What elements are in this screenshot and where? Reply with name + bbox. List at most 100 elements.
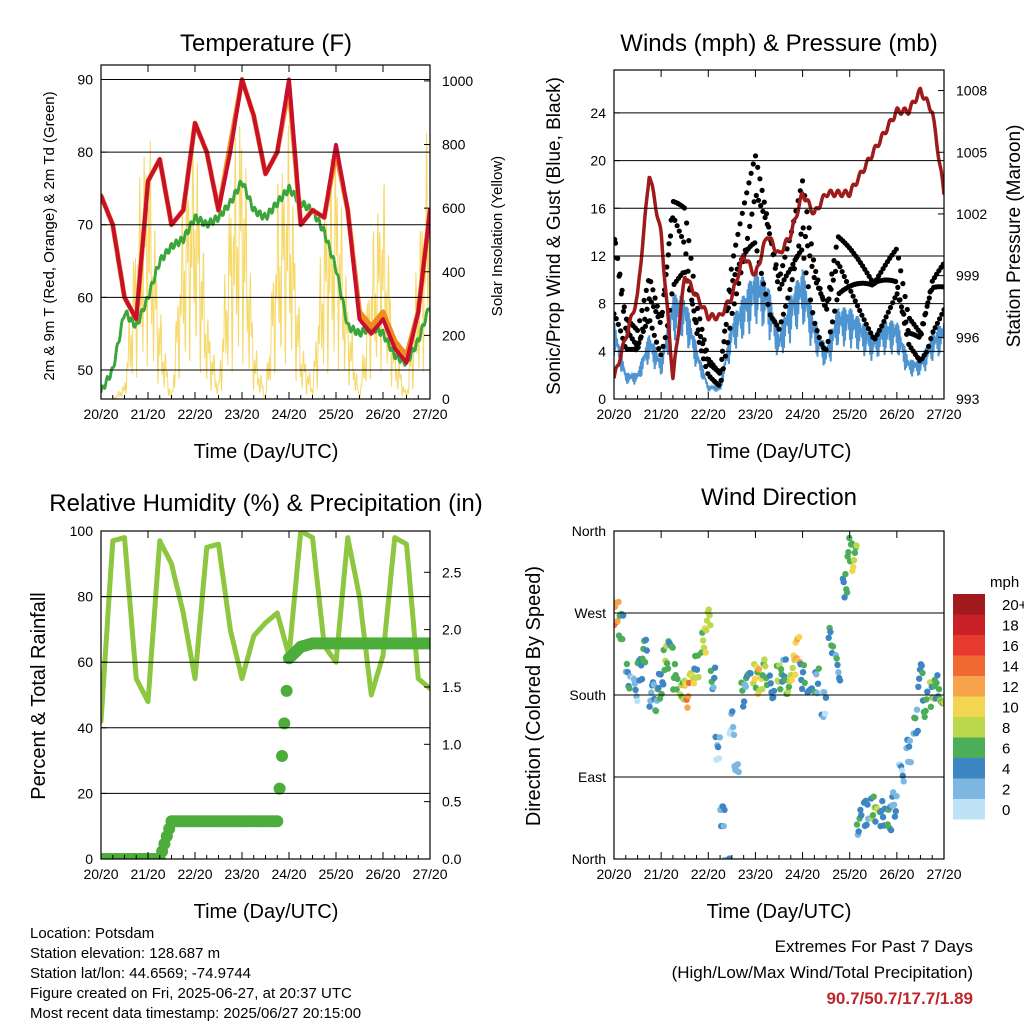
gust-point <box>689 297 695 303</box>
temperature-ytick-right-label: 200 <box>442 327 466 343</box>
direction-point <box>813 671 820 678</box>
gust-point <box>829 319 836 325</box>
gust-point <box>752 240 758 246</box>
gust-point <box>885 309 891 315</box>
gust-point <box>780 263 786 269</box>
winds-ytick-right-label: 999 <box>956 268 980 284</box>
direction-point <box>724 859 730 865</box>
gust-point <box>753 192 759 199</box>
direction-point <box>623 660 631 668</box>
winds-xtick-label: 23/20 <box>738 406 773 422</box>
humidity-ytick-label: 40 <box>77 720 93 736</box>
gust-point <box>647 318 653 324</box>
gust-point <box>820 296 826 302</box>
winds-xtick-label: 24/20 <box>785 406 820 422</box>
winds-ytick-label: 0 <box>598 391 606 407</box>
gust-point <box>810 257 817 263</box>
gust-point <box>831 258 837 264</box>
humidity-ytick-right-label: 1.0 <box>442 736 462 752</box>
direction-point <box>767 680 774 687</box>
direction-xtick-label: 26/20 <box>879 866 914 882</box>
winds-xtick-label: 25/20 <box>832 406 867 422</box>
direction-point <box>821 710 829 717</box>
direction-point <box>641 659 649 666</box>
direction-point <box>685 693 692 700</box>
gust-point <box>808 241 814 247</box>
speed-legend: mph 20+ 18 16 14 12 10 8 6 4 2 0 <box>953 574 1024 820</box>
humidity-xtick-label: 22/20 <box>177 866 212 882</box>
direction-point <box>669 644 676 651</box>
direction-point <box>840 578 847 586</box>
gust-point <box>818 341 825 347</box>
gust-point <box>934 320 941 326</box>
gust-point <box>757 176 763 182</box>
direction-point <box>863 821 870 828</box>
gust-point <box>776 326 782 332</box>
winds-ytick-right-label: 993 <box>956 391 980 407</box>
direction-point <box>638 675 646 683</box>
direction-point <box>850 563 857 571</box>
direction-point <box>671 660 679 668</box>
humidity-xtick-label: 25/20 <box>318 866 353 882</box>
gust-point <box>755 197 762 203</box>
direction-point <box>940 699 944 706</box>
direction-point <box>684 704 691 711</box>
direction-ytick-label: East <box>578 769 606 785</box>
direction-point <box>914 727 921 735</box>
direction-point <box>845 549 852 556</box>
humidity-ytick-right-label: 0.5 <box>442 794 462 810</box>
legend-title: mph <box>990 574 1019 591</box>
gust-point <box>923 349 930 355</box>
temperature-xtick-label: 27/20 <box>412 406 447 422</box>
gust-point <box>733 291 740 297</box>
direction-point <box>646 703 653 710</box>
direction-point <box>711 674 718 682</box>
direction-point <box>714 743 722 751</box>
gust-point <box>861 317 867 323</box>
direction-point <box>648 689 655 696</box>
direction-point <box>834 661 841 669</box>
winds-ytick-label: 16 <box>590 200 606 216</box>
gust-point <box>640 328 646 334</box>
temperature-xtick-label: 22/20 <box>177 406 212 422</box>
gust-point <box>614 240 619 246</box>
humidity-ytick-label: 0 <box>85 851 93 867</box>
direction-point <box>762 663 769 670</box>
humidity-xtick-label: 26/20 <box>365 866 400 882</box>
direction-point <box>747 670 754 677</box>
gust-point <box>749 211 755 217</box>
direction-point <box>755 666 763 673</box>
humidity-ytick-label: 80 <box>77 589 93 605</box>
gust-point <box>829 271 835 277</box>
gust-point <box>898 268 904 274</box>
gust-point <box>874 332 880 338</box>
direction-point <box>634 697 641 705</box>
direction-point <box>706 612 713 619</box>
direction-plot <box>614 534 944 865</box>
gust-point <box>811 274 817 281</box>
gust-point <box>892 295 898 301</box>
gust-point <box>747 223 753 229</box>
gust-point <box>865 326 872 332</box>
temperature-ytick-right-label: 800 <box>442 137 466 153</box>
gust-point <box>843 278 850 285</box>
temperature-ytick-label: 70 <box>77 217 93 233</box>
gust-point <box>852 298 858 304</box>
direction-xtick-label: 20/20 <box>596 866 631 882</box>
gust-point <box>758 203 764 209</box>
gust-point <box>725 340 731 346</box>
gust-point <box>735 231 741 237</box>
direction-point <box>735 768 742 776</box>
direction-point <box>658 690 665 698</box>
direction-ytick-label: South <box>569 687 606 703</box>
gust-point <box>859 312 865 318</box>
gust-point <box>883 314 889 320</box>
humidity-xtick-label: 20/20 <box>83 866 118 882</box>
winds-ytick-right-label: 1008 <box>956 83 987 99</box>
gust-point <box>667 233 674 239</box>
direction-point <box>632 686 639 694</box>
direction-point <box>864 801 871 808</box>
temperature-ytick-right-label: 0 <box>442 391 450 407</box>
direction-point <box>923 696 930 703</box>
gust-point <box>617 271 623 277</box>
